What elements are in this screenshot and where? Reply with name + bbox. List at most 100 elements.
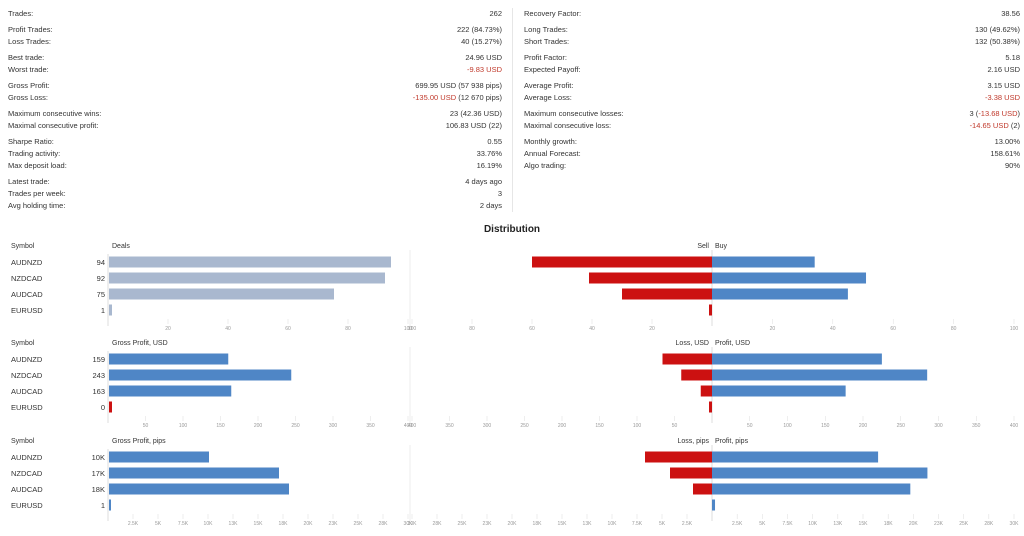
chart-tick-label: 300 (329, 423, 338, 429)
stat-value: 23 (42.36 USD) (450, 108, 502, 120)
chart-left-bar (109, 288, 334, 300)
chart-right-pos-bar (712, 272, 867, 284)
stat-row: Monthly growth: 13.00% (524, 136, 1020, 148)
stat-value: 3 (-13.68 USD) (970, 108, 1020, 120)
chart-tick-label: 60 (285, 326, 291, 332)
stat-label: Loss Trades: (8, 37, 51, 46)
stat-row: Sharpe Ratio: 0.55 (8, 136, 502, 148)
stat-value-text: -9.83 USD (466, 65, 502, 74)
chart-left-bar (109, 256, 391, 268)
stat-value: 262 (489, 8, 502, 20)
chart-tick-label: 40 (830, 326, 836, 332)
chart-tick-label: 5K (759, 521, 766, 527)
chart-tick-label: 20K (304, 521, 314, 527)
chart-tick-label: 25K (354, 521, 364, 527)
chart-value-label: 17K (92, 469, 105, 478)
chart-right-pos-bar (712, 451, 879, 463)
stat-value-text: 106.83 USD (22) (445, 121, 502, 130)
stat-row: Trades: 262 (8, 8, 502, 20)
chart-tick-label: 60 (529, 326, 535, 332)
distribution-title: Distribution (483, 224, 541, 235)
chart-tick-label: 150 (595, 423, 604, 429)
chart-tick-label: 300 (483, 423, 492, 429)
chart-tick-label: 28K (433, 521, 443, 527)
chart-tick-label: 23K (934, 521, 944, 527)
chart-tick-label: 15K (859, 521, 869, 527)
chart-tick-label: 18K (533, 521, 543, 527)
stat-label: Maximum consecutive wins: (8, 109, 102, 118)
chart-tick-label: 25K (458, 521, 468, 527)
chart-tick-label: 30K (408, 521, 418, 527)
stat-value: 16.19% (477, 160, 502, 172)
stat-value-text: 2.16 USD (987, 65, 1020, 74)
stat-value: 13.00% (995, 136, 1020, 148)
stat-row: Average Loss: -3.38 USD (524, 92, 1020, 104)
chart-left-bar (109, 272, 385, 284)
stat-row: Maximal consecutive loss: -14.65 USD (2) (524, 120, 1020, 132)
chart-value-label: 75 (97, 290, 105, 299)
chart-tick-label: 20 (770, 326, 776, 332)
chart-symbol-header: Symbol (11, 438, 35, 445)
chart-right-neg-bar (645, 451, 712, 463)
stat-value-negative: -135.00 USD (412, 93, 457, 102)
chart-right-title-left: Sell (697, 243, 709, 250)
chart-tick-label: 80 (951, 326, 957, 332)
chart-right-pos-bar (712, 467, 928, 479)
stat-row: Loss Trades: 40 (15.27%) (8, 36, 502, 48)
stat-value: -135.00 USD (12 670 pips) (413, 92, 502, 104)
stat-value-text: 158.61% (990, 149, 1020, 158)
chart-tick-label: 10K (204, 521, 214, 527)
chart-tick-label: 250 (291, 423, 300, 429)
chart-category-label: EURUSD (11, 501, 43, 510)
stat-value: 222 (84.73%) (457, 24, 502, 36)
stat-label: Avg holding time: (8, 201, 66, 210)
stat-value: 106.83 USD (22) (446, 120, 502, 132)
stat-label: Recovery Factor: (524, 9, 582, 18)
chart-category-label: EURUSD (11, 306, 43, 315)
chart-tick-label: 18K (884, 521, 894, 527)
stat-value: 24.96 USD (465, 52, 502, 64)
chart-right-neg-bar (532, 256, 712, 268)
chart-tick-label: 100 (404, 326, 413, 332)
chart-right-neg-bar (662, 353, 712, 365)
chart-category-label: NZDCAD (11, 469, 43, 478)
stat-label: Maximal consecutive loss: (524, 121, 612, 130)
chart-tick-label: 30K (404, 521, 414, 527)
stat-value: -3.38 USD (985, 92, 1020, 104)
stat-value: 2.16 USD (987, 64, 1020, 76)
chart-tick-label: 80 (345, 326, 351, 332)
chart-right-pos-bar (712, 385, 846, 397)
stat-value-text: 23 (42.36 USD) (449, 109, 502, 118)
stat-label: Expected Payoff: (524, 65, 581, 74)
stat-value: 2 days (480, 200, 502, 212)
stat-value: 4 days ago (465, 176, 502, 188)
stat-label: Trades: (8, 9, 34, 18)
chart-value-label: 159 (92, 355, 105, 364)
chart-right-neg-bar (709, 401, 712, 413)
chart-tick-label: 20K (909, 521, 919, 527)
chart-value-label: 163 (92, 387, 105, 396)
stat-value: 38.56 (1001, 8, 1020, 20)
chart-tick-label: 50 (747, 423, 753, 429)
chart-right-neg-bar (709, 304, 712, 316)
stat-value-text: 699.95 USD (57 938 pips) (415, 81, 502, 90)
chart-tick-label: 2.5K (682, 521, 693, 527)
chart-tick-label: 20K (508, 521, 518, 527)
chart-right-title-left: Loss, USD (676, 340, 709, 347)
chart-tick-label: 13K (229, 521, 239, 527)
stat-value-text: 40 (15.27%) (461, 37, 502, 46)
stat-value: 132 (50.38%) (975, 36, 1020, 48)
chart-right-neg-bar (589, 272, 712, 284)
chart-value-label: 0 (101, 403, 105, 412)
stat-value-text: 2 days (479, 201, 502, 210)
chart-left-bar (109, 401, 112, 413)
stat-label: Trades per week: (8, 189, 66, 198)
chart-tick-label: 13K (583, 521, 593, 527)
stat-label: Latest trade: (8, 177, 50, 186)
stat-value-text: 90% (1004, 161, 1020, 170)
chart-category-label: NZDCAD (11, 274, 43, 283)
stat-row: Maximum consecutive wins: 23 (42.36 USD) (8, 108, 502, 120)
stat-label: Profit Trades: (8, 25, 53, 34)
chart-tick-label: 2.5K (128, 521, 139, 527)
stat-value: 699.95 USD (57 938 pips) (415, 80, 502, 92)
